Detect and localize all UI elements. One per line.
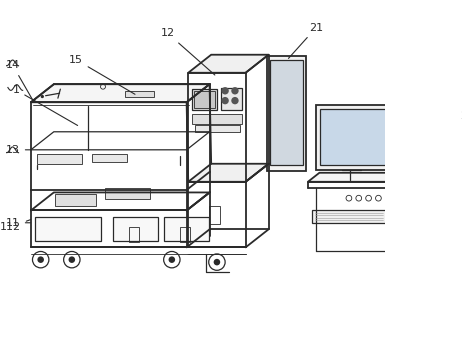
- Circle shape: [213, 259, 220, 265]
- Circle shape: [68, 256, 75, 263]
- Circle shape: [231, 87, 239, 94]
- Polygon shape: [308, 173, 434, 182]
- Bar: [194, 91, 215, 108]
- Text: 11: 11: [6, 218, 30, 228]
- Circle shape: [221, 87, 229, 94]
- Bar: [270, 61, 303, 166]
- Bar: [320, 109, 390, 165]
- Text: 12: 12: [161, 28, 215, 75]
- Bar: [104, 187, 150, 199]
- Bar: [221, 88, 243, 110]
- Polygon shape: [188, 164, 268, 182]
- Bar: [312, 210, 386, 223]
- Bar: [316, 105, 394, 170]
- Bar: [164, 217, 209, 241]
- Text: 112: 112: [0, 220, 30, 232]
- Circle shape: [231, 97, 239, 104]
- Bar: [113, 217, 158, 241]
- Bar: [37, 154, 83, 164]
- Text: 15: 15: [69, 55, 135, 94]
- Bar: [209, 206, 220, 224]
- Circle shape: [37, 256, 44, 263]
- Bar: [192, 89, 217, 110]
- Bar: [35, 217, 101, 241]
- Bar: [180, 227, 190, 242]
- Polygon shape: [267, 56, 306, 171]
- Circle shape: [169, 256, 175, 263]
- Bar: [192, 114, 242, 123]
- Bar: [195, 125, 240, 132]
- Text: 13: 13: [6, 145, 30, 155]
- Bar: [125, 91, 154, 97]
- Bar: [55, 194, 97, 206]
- Text: 1: 1: [12, 85, 78, 126]
- Text: 21: 21: [288, 23, 323, 58]
- Bar: [92, 154, 127, 162]
- Polygon shape: [188, 55, 268, 73]
- Bar: [129, 227, 139, 242]
- Polygon shape: [31, 84, 210, 102]
- Bar: [391, 209, 408, 225]
- Text: 2: 2: [460, 111, 462, 121]
- Circle shape: [41, 95, 44, 98]
- Text: 14: 14: [6, 61, 34, 102]
- Circle shape: [221, 97, 229, 104]
